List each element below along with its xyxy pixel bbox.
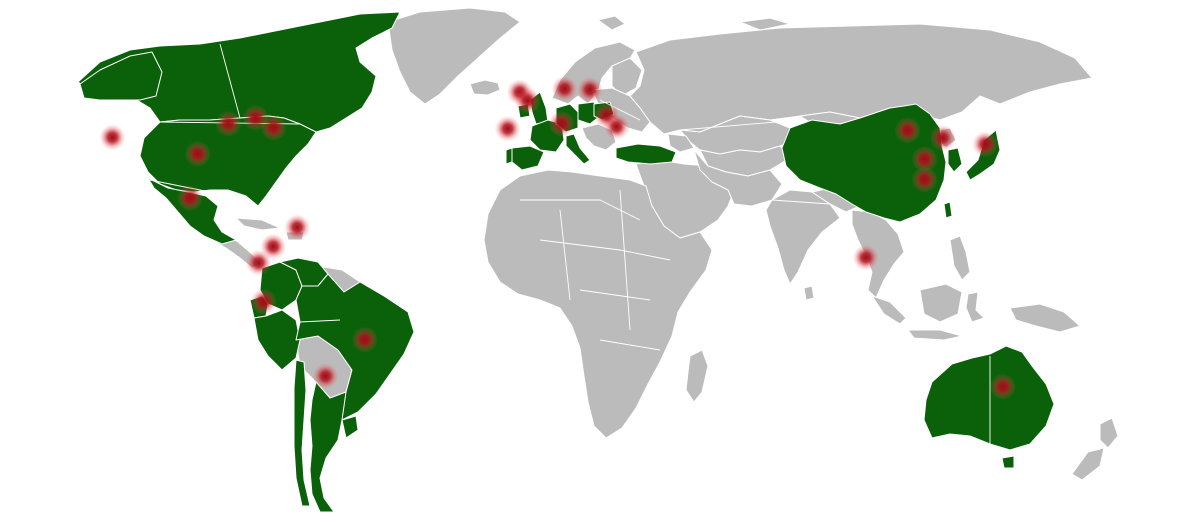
sri-lanka: [803, 285, 815, 301]
new-guinea: [1009, 303, 1081, 333]
country-argentina: [309, 381, 347, 513]
marker-berlin: [551, 75, 578, 102]
country-turkey: [615, 143, 677, 165]
marker-beijing: [894, 117, 921, 144]
marker-tokyo: [972, 131, 999, 158]
marker-warsaw: [576, 76, 603, 103]
marker-rome: [548, 110, 575, 137]
indonesia-sumatra: [871, 295, 907, 325]
marker-lima: [250, 288, 277, 315]
caucasus: [667, 133, 695, 153]
border-russia-kz: [679, 119, 801, 131]
new-zealand-south: [1071, 447, 1105, 481]
country-portugal: [505, 147, 513, 165]
border-africa-2: [539, 239, 671, 261]
madagascar: [685, 349, 709, 403]
country-australia-tasmania: [1001, 455, 1015, 469]
marker-istanbul: [603, 113, 630, 140]
marker-mexico-city: [177, 185, 203, 211]
marker-buenos-aires: [312, 363, 339, 390]
border-india: [771, 199, 831, 205]
new-zealand-north: [1099, 417, 1119, 449]
border-africa-6: [619, 189, 631, 331]
marker-quito: [245, 249, 272, 276]
borneo: [919, 283, 963, 323]
country-chile: [293, 359, 311, 507]
border-africa-4: [599, 339, 661, 351]
marker-dallas: [184, 140, 211, 167]
country-south-korea: [947, 147, 963, 173]
sulawesi: [965, 291, 985, 323]
marker-chicago: [215, 110, 242, 137]
africa: [483, 169, 713, 439]
marker-new-york: [260, 114, 287, 141]
country-australia: [923, 345, 1055, 451]
philippines: [949, 235, 971, 281]
marker-taipei: [911, 166, 938, 193]
border-africa-5: [559, 209, 571, 301]
country-italy: [565, 133, 591, 165]
marker-madrid: [494, 115, 521, 142]
indonesia-java: [907, 329, 963, 341]
border-south-america-1: [299, 319, 341, 323]
country-taiwan: [943, 201, 953, 219]
marker-singapore: [852, 244, 879, 271]
border-africa-1: [520, 199, 641, 221]
marker-shanghai: [911, 146, 938, 172]
marker-paris: [514, 87, 541, 114]
svalbard: [597, 15, 626, 31]
city-markers: [99, 75, 1016, 400]
cuba: [235, 217, 281, 231]
greenland: [387, 7, 521, 105]
country-usa-alaska: [79, 51, 163, 101]
finland: [611, 57, 643, 97]
arctic-islands-grey: [739, 17, 791, 31]
border-canada-prov: [219, 43, 241, 119]
country-peru: [253, 309, 301, 371]
marker-melbourne: [989, 373, 1016, 400]
border-africa-3: [579, 289, 651, 301]
country-uruguay: [341, 415, 359, 439]
iceland: [469, 79, 501, 96]
marker-seoul: [929, 124, 956, 151]
marker-san-francisco: [99, 124, 126, 151]
marker-sao-paulo: [351, 326, 378, 353]
marker-caracas: [284, 214, 311, 241]
